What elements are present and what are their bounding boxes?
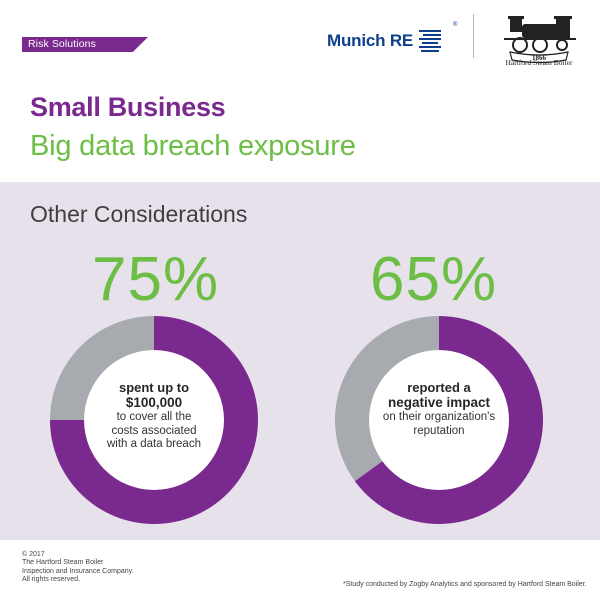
copyright-line: All rights reserved. — [22, 576, 80, 584]
study-footnote: *Study conducted by Zogby Analytics and … — [343, 581, 587, 588]
caption-left-line1: to cover all the — [116, 411, 192, 424]
copyright-line: Inspection and Insurance Company. — [22, 567, 134, 575]
locomotive-icon — [504, 16, 576, 53]
caption-left-bold1: spent up to — [118, 380, 190, 395]
donut-left-hole — [84, 350, 224, 490]
munich-re-logo: Munich RE — [327, 28, 442, 54]
caption-right-line1: on their organization's — [382, 411, 496, 424]
risk-solutions-label: Risk Solutions — [28, 38, 96, 50]
caption-left-bold2: $100,000 — [125, 395, 183, 411]
year-banner — [509, 51, 569, 64]
donut-chart-right — [335, 316, 543, 524]
caption-right-bold1: reported a — [407, 380, 471, 395]
headline-big-data-breach: Big data breach exposure — [30, 130, 356, 162]
partner-year: 1866 — [532, 54, 547, 62]
munich-re-mark-icon — [419, 30, 442, 52]
caption-left-line3: with a data breach — [107, 438, 201, 451]
copyright-line: The Hartford Steam Boiler — [22, 559, 104, 567]
copyright-line: © 2017 — [22, 551, 45, 558]
registered-mark-icon: ® — [453, 22, 458, 28]
caption-right-bold2: negative impact — [387, 395, 491, 411]
caption-left-line2: costs associated — [111, 424, 197, 437]
donut-right-hole — [369, 350, 509, 490]
hartford-steam-boiler-logo: 1866 — [504, 16, 576, 64]
hartford-steam-boiler-name: Hartford Steam Boiler — [505, 58, 573, 67]
munich-re-wordmark: Munich RE — [327, 31, 414, 50]
caption-right-line2: reputation — [413, 424, 465, 437]
section-title: Other Considerations — [30, 201, 248, 227]
stat-65-percent: 65% — [370, 245, 498, 314]
donut-chart-left — [50, 316, 258, 524]
headline-small-business: Small Business — [30, 92, 226, 122]
risk-solutions-tag: Risk Solutions — [22, 37, 148, 52]
stat-75-percent: 75% — [92, 245, 220, 314]
donut-right-caption: reported a negative impact on their orga… — [374, 380, 504, 438]
donut-left-caption: spent up to $100,000 to cover all the co… — [89, 380, 219, 452]
logo-divider — [473, 14, 474, 58]
copyright-notice: © 2017 The Hartford Steam Boiler Inspect… — [22, 551, 134, 585]
